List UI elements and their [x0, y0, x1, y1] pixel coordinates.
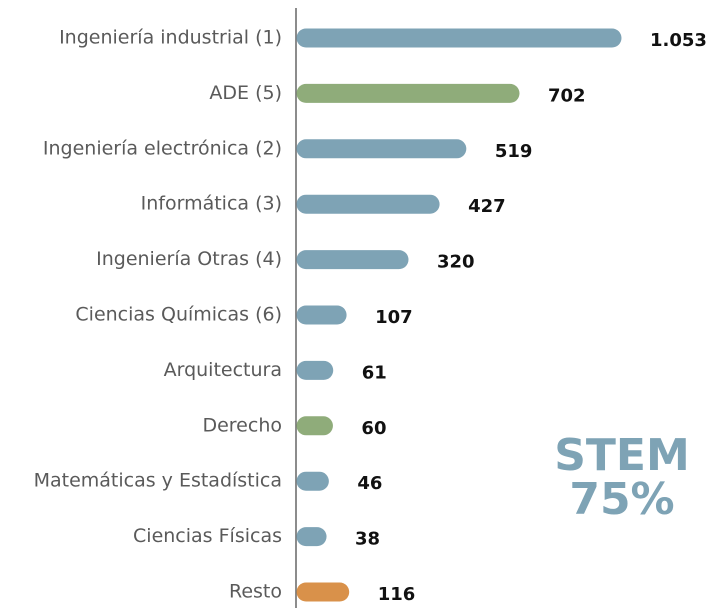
value-label: 702: [548, 85, 586, 106]
category-label: Derecho: [202, 414, 282, 436]
value-label: 60: [361, 418, 386, 439]
value-label: 38: [355, 529, 380, 550]
value-label: 320: [437, 252, 475, 273]
value-label: 107: [375, 307, 413, 328]
value-label: 61: [362, 362, 387, 383]
value-label: 427: [468, 196, 506, 217]
value-label: 116: [378, 584, 416, 605]
value-label: 46: [357, 473, 382, 494]
category-label: Ingeniería industrial (1): [59, 27, 282, 49]
value-label: 519: [495, 141, 533, 162]
annotation: STEM: [554, 430, 690, 481]
category-label: Ciencias Físicas: [133, 525, 282, 547]
category-label: Ciencias Químicas (6): [75, 304, 282, 326]
category-label: Resto: [229, 581, 282, 603]
category-label: Arquitectura: [164, 359, 282, 381]
category-label: ADE (5): [209, 82, 282, 104]
annotation: 75%: [569, 474, 674, 525]
value-label: 1.053: [650, 30, 707, 51]
category-label: Matemáticas y Estadística: [34, 470, 282, 492]
category-label: Informática (3): [141, 193, 282, 215]
category-label: Ingeniería electrónica (2): [43, 137, 282, 159]
category-label: Ingeniería Otras (4): [96, 248, 282, 270]
